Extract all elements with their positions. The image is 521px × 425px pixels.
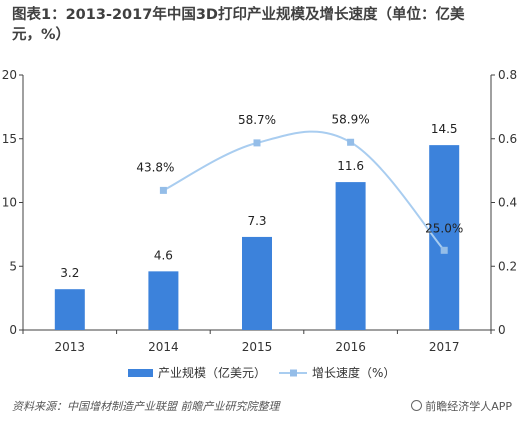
legend-line-label: 增长速度（%）	[312, 365, 395, 380]
legend-bar-swatch	[128, 369, 153, 377]
x-tick-label: 2016	[335, 340, 366, 354]
y-right-tick-label: 0.8	[498, 68, 517, 82]
bar-data-label: 14.5	[431, 122, 458, 136]
y-left-tick-label: 5	[9, 259, 17, 273]
growth-point	[159, 186, 167, 194]
y-left-tick-label: 20	[2, 68, 17, 82]
y-right-tick-label: 0.2	[498, 259, 517, 273]
brand-text: 前瞻经济学人APP	[425, 400, 512, 413]
growth-point	[347, 138, 355, 146]
y-left-tick-label: 10	[2, 196, 17, 210]
brand-label: 前瞻经济学人APP	[411, 398, 512, 414]
y-right-tick-label: 0.6	[498, 132, 517, 146]
growth-data-label: 58.9%	[332, 112, 370, 126]
bar-data-label: 7.3	[247, 214, 266, 228]
bar	[54, 289, 85, 330]
growth-point	[253, 139, 261, 147]
y-right-tick-label: 0	[498, 323, 506, 337]
footer: 资料来源：中国增材制造产业联盟 前瞻产业研究院整理 前瞻经济学人APP	[12, 398, 512, 418]
y-right-tick-label: 0.4	[498, 196, 517, 210]
bar-data-label: 4.6	[154, 248, 173, 262]
x-tick-label: 2015	[242, 340, 273, 354]
x-tick-label: 2017	[429, 340, 460, 354]
bar	[242, 236, 272, 330]
growth-data-label: 58.7%	[238, 113, 276, 127]
y-left-tick-label: 15	[2, 132, 17, 146]
growth-line	[162, 130, 445, 251]
y-left-tick-label: 0	[9, 323, 17, 337]
growth-point	[440, 246, 448, 254]
x-tick-label: 2014	[148, 340, 179, 354]
source-note: 资料来源：中国增材制造产业联盟 前瞻产业研究院整理	[12, 400, 280, 413]
legend-line-marker	[290, 369, 297, 377]
chart-title: 图表1：2013-2017年中国3D打印产业规模及增长速度（单位：亿美元，%）	[12, 7, 465, 43]
bar-data-label: 11.6	[337, 159, 364, 173]
legend-bar-label: 产业规模（亿美元）	[158, 365, 266, 380]
brand-logo-icon	[411, 400, 423, 411]
bar	[335, 182, 366, 330]
bar	[148, 271, 179, 330]
bar-data-label: 3.2	[60, 266, 79, 280]
x-tick-label: 2013	[55, 340, 86, 354]
growth-data-label: 25.0%	[425, 221, 463, 235]
growth-data-label: 43.8%	[136, 160, 174, 174]
